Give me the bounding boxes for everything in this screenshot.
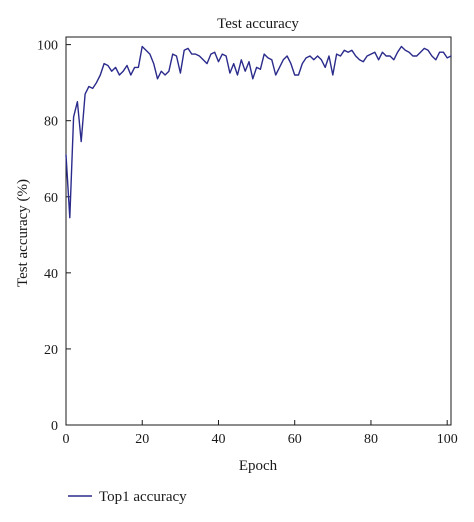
y-axis-ticks: 0 20 40 60 80 100: [37, 39, 71, 434]
x-axis-ticks: 0 20 40 60 80 100: [63, 420, 458, 447]
x-tick-label-0: 0: [63, 432, 70, 447]
legend-label-top1-accuracy: Top1 accuracy: [99, 489, 187, 505]
x-tick-label-100: 100: [437, 432, 458, 447]
plot-frame: [65, 36, 452, 426]
x-tick-label-80: 80: [364, 432, 378, 447]
legend: Top1 accuracy: [68, 489, 187, 505]
x-tick-label-60: 60: [288, 432, 302, 447]
y-tick-label-60: 60: [44, 191, 58, 206]
y-tick-label-0: 0: [51, 419, 58, 434]
x-axis-label: Epoch: [239, 458, 278, 474]
series-line-top1-accuracy: [65, 45, 452, 219]
y-tick-label-80: 80: [44, 115, 58, 130]
x-tick-label-40: 40: [211, 432, 225, 447]
y-axis-label: Test accuracy (%): [15, 179, 31, 287]
chart-title: Test accuracy: [217, 16, 299, 32]
y-tick-label-100: 100: [37, 39, 58, 54]
x-tick-label-20: 20: [135, 432, 149, 447]
y-tick-label-40: 40: [44, 267, 58, 282]
plot-area: 0 20 40 60 80 100 0 20 40 60 80 100: [37, 36, 458, 447]
y-tick-label-20: 20: [44, 343, 58, 358]
